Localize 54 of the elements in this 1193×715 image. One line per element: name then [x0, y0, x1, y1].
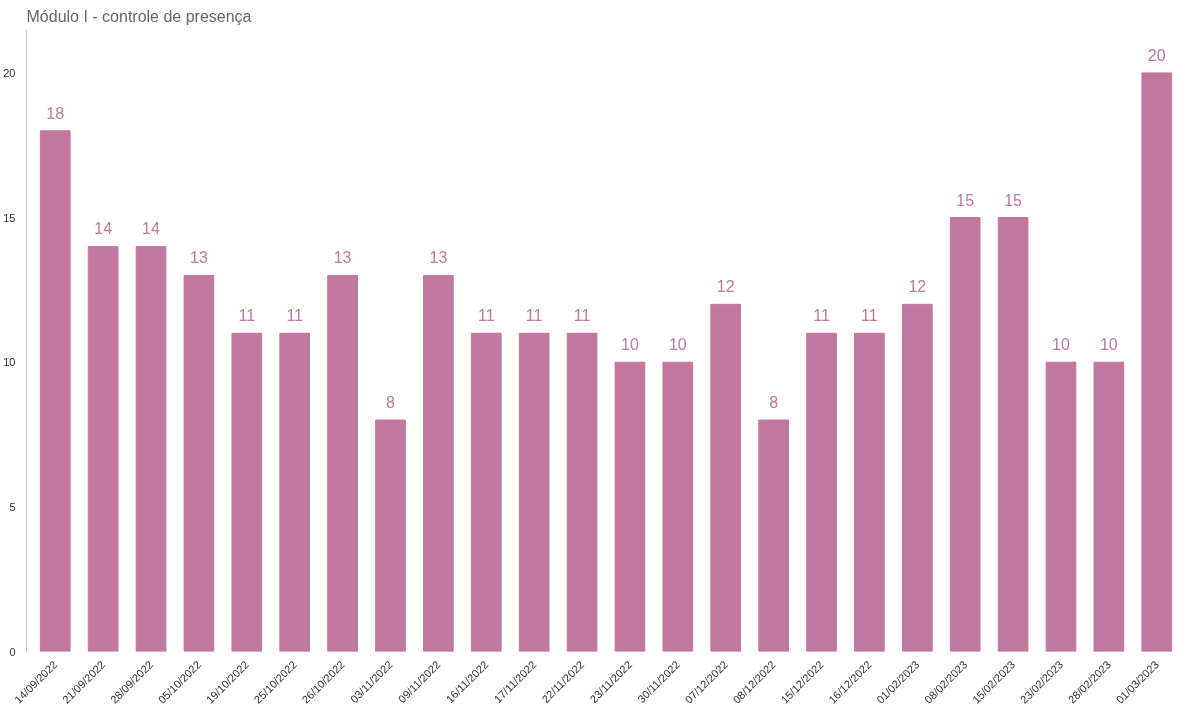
data-label: 8 [769, 394, 779, 412]
data-label: 11 [238, 307, 256, 325]
data-label: 11 [861, 307, 878, 325]
bar [949, 217, 981, 652]
bar [806, 332, 837, 652]
bar [518, 332, 550, 652]
y-tick-label: 20 [3, 66, 16, 79]
data-label: 20 [1147, 46, 1166, 64]
data-label: 14 [142, 220, 161, 238]
bar [135, 245, 167, 652]
data-label: 12 [716, 278, 735, 296]
bar [39, 130, 71, 652]
data-label: 11 [813, 307, 830, 325]
y-tick-label: 10 [3, 356, 16, 369]
bar [710, 303, 742, 652]
bar [375, 419, 406, 652]
data-label: 10 [668, 336, 687, 354]
bar [470, 332, 502, 652]
data-label: 11 [573, 307, 591, 325]
bar [614, 361, 646, 652]
bar [758, 419, 789, 652]
bar [566, 332, 598, 652]
data-label: 13 [190, 249, 208, 267]
y-tick-label: 0 [9, 645, 16, 658]
bar [183, 274, 215, 652]
data-label: 8 [386, 394, 396, 412]
data-label: 10 [1099, 336, 1118, 354]
data-label: 15 [956, 191, 975, 209]
bar [901, 303, 933, 652]
data-label: 13 [333, 249, 352, 267]
bar [423, 274, 454, 652]
data-label: 14 [94, 220, 113, 238]
bar [854, 332, 885, 652]
data-label: 11 [286, 307, 304, 325]
data-label: 10 [1052, 336, 1070, 354]
bar [231, 332, 263, 652]
data-label: 18 [46, 104, 65, 122]
bar [327, 274, 358, 652]
data-label: 13 [429, 249, 448, 267]
bar [279, 332, 311, 652]
bar [1093, 361, 1125, 652]
data-label: 15 [1004, 191, 1023, 209]
data-label: 10 [621, 336, 639, 354]
bar [87, 245, 119, 652]
bar [1141, 72, 1173, 652]
bar [1045, 361, 1077, 652]
y-tick-label: 15 [3, 211, 16, 224]
data-label: 11 [477, 307, 495, 325]
chart-title: Módulo I - controle de presença [26, 7, 252, 25]
y-tick-label: 5 [9, 500, 16, 513]
data-label: 12 [908, 278, 927, 296]
bar [662, 361, 694, 652]
bar [997, 217, 1029, 652]
data-label: 11 [525, 307, 543, 325]
